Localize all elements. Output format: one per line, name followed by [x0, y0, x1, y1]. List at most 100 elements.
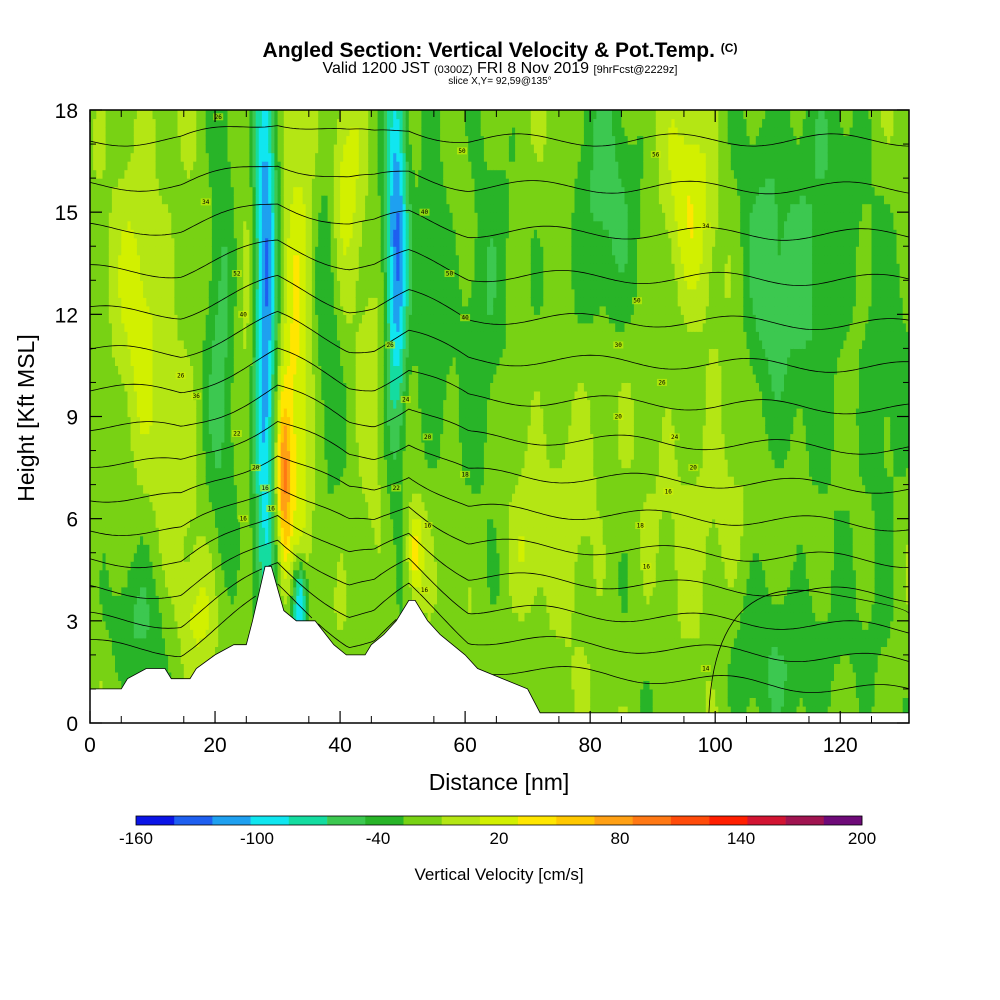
velocity-cell — [146, 203, 150, 213]
velocity-cell — [183, 671, 188, 681]
velocity-cell — [177, 476, 182, 486]
velocity-cell — [215, 399, 219, 409]
velocity-cell — [152, 220, 157, 230]
velocity-cell — [183, 527, 188, 537]
velocity-cell — [174, 229, 179, 239]
velocity-cell — [102, 322, 107, 332]
velocity-cell — [130, 629, 135, 639]
velocity-cell — [133, 110, 138, 120]
velocity-cell — [274, 518, 279, 528]
velocity-cell — [93, 501, 97, 511]
velocity-cell — [171, 263, 175, 273]
velocity-cell — [121, 518, 125, 528]
velocity-cell — [149, 544, 154, 554]
velocity-cell — [140, 297, 144, 307]
velocity-cell — [130, 339, 135, 349]
velocity-cell — [133, 118, 138, 128]
velocity-cell — [105, 544, 110, 554]
velocity-cell — [133, 663, 138, 673]
velocity-cell — [140, 348, 144, 358]
velocity-cell — [202, 646, 207, 656]
velocity-cell — [105, 254, 110, 264]
velocity-cell — [146, 399, 150, 409]
velocity-cell — [133, 135, 138, 145]
velocity-cell — [121, 595, 125, 605]
velocity-cell — [118, 654, 122, 664]
velocity-cell — [190, 254, 194, 264]
velocity-cell — [183, 297, 188, 307]
velocity-cell — [161, 569, 166, 579]
velocity-cell — [252, 416, 257, 426]
velocity-cell — [286, 135, 291, 145]
velocity-cell — [115, 305, 119, 315]
velocity-cell — [108, 501, 113, 511]
velocity-cell — [127, 288, 132, 298]
velocity-cell — [168, 467, 172, 477]
velocity-cell — [158, 271, 163, 281]
velocity-cell — [90, 144, 94, 154]
velocity-cell — [215, 280, 219, 290]
velocity-cell — [274, 322, 279, 332]
velocity-cell — [146, 586, 150, 596]
velocity-cell — [90, 322, 94, 332]
velocity-cell — [215, 271, 219, 281]
velocity-cell — [286, 288, 291, 298]
velocity-cell — [127, 620, 132, 630]
velocity-cell — [183, 195, 188, 205]
velocity-cell — [136, 654, 141, 664]
velocity-cell — [96, 348, 100, 358]
velocity-cell — [121, 484, 125, 494]
velocity-cell — [127, 382, 132, 392]
velocity-cell — [136, 527, 141, 537]
velocity-cell — [165, 229, 169, 239]
velocity-cell — [146, 314, 150, 324]
velocity-cell — [96, 629, 100, 639]
velocity-cell — [108, 203, 113, 213]
velocity-cell — [130, 646, 135, 656]
velocity-cell — [136, 322, 141, 332]
velocity-cell — [227, 246, 232, 256]
velocity-cell — [190, 629, 194, 639]
velocity-cell — [115, 118, 119, 128]
velocity-cell — [136, 271, 141, 281]
velocity-cell — [274, 152, 279, 162]
velocity-cell — [143, 373, 147, 383]
velocity-cell — [127, 169, 132, 179]
velocity-cell — [165, 314, 169, 324]
velocity-cell — [299, 161, 304, 171]
velocity-cell — [105, 535, 110, 545]
velocity-cell — [227, 280, 232, 290]
velocity-cell — [96, 484, 100, 494]
velocity-cell — [155, 280, 160, 290]
velocity-cell — [108, 612, 113, 622]
velocity-cell — [90, 663, 94, 673]
velocity-cell — [252, 280, 257, 290]
velocity-cell — [124, 348, 129, 358]
velocity-cell — [102, 561, 107, 571]
velocity-cell — [115, 365, 119, 375]
velocity-cell — [115, 288, 119, 298]
velocity-cell — [174, 408, 179, 418]
velocity-cell — [115, 450, 119, 460]
velocity-cell — [143, 118, 147, 128]
velocity-cell — [105, 425, 110, 435]
velocity-cell — [161, 646, 166, 656]
velocity-cell — [158, 442, 163, 452]
velocity-cell — [115, 186, 119, 196]
velocity-cell — [124, 484, 129, 494]
velocity-cell — [171, 561, 175, 571]
velocity-cell — [99, 288, 104, 298]
velocity-cell — [171, 254, 175, 264]
velocity-cell — [215, 569, 219, 579]
velocity-cell — [274, 459, 279, 469]
velocity-cell — [121, 510, 125, 520]
velocity-cell — [161, 578, 166, 588]
velocity-cell — [96, 663, 100, 673]
velocity-cell — [286, 178, 291, 188]
velocity-cell — [177, 339, 182, 349]
velocity-cell — [158, 391, 163, 401]
velocity-cell — [261, 161, 266, 171]
velocity-cell — [102, 629, 107, 639]
velocity-cell — [130, 433, 135, 443]
velocity-cell — [140, 288, 144, 298]
